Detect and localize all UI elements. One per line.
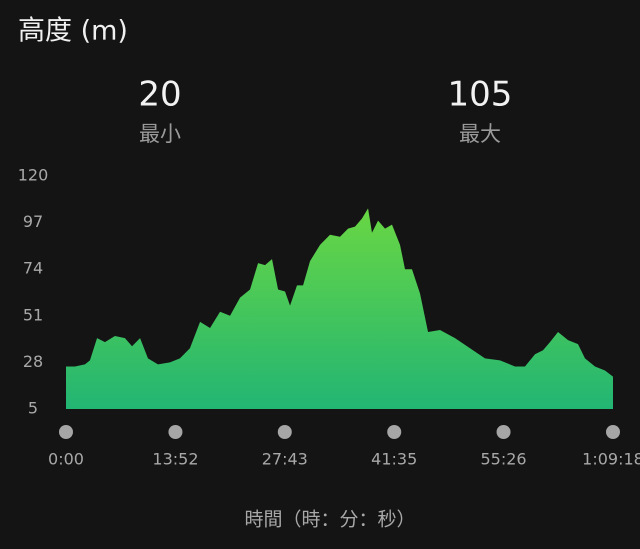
- x-tick-dot: [59, 425, 73, 439]
- max-value: 105: [448, 75, 513, 115]
- x-tick-label: 1:09:18: [582, 450, 640, 469]
- y-tick-label: 51: [23, 305, 43, 324]
- x-tick-label: 27:43: [262, 450, 308, 469]
- x-tick-label: 41:35: [371, 450, 417, 469]
- x-axis-label: 時間（時：分：秒）: [244, 509, 415, 531]
- x-tick-label: 55:26: [480, 450, 526, 469]
- x-tick-dot: [277, 425, 292, 439]
- x-tick-dot: [168, 425, 183, 439]
- y-tick-label: 74: [23, 259, 43, 278]
- x-tick-label: 0:00: [48, 450, 84, 469]
- elevation-area: [66, 208, 613, 409]
- min-label: 最小: [139, 122, 181, 146]
- chart-title: 高度 (m): [18, 16, 128, 47]
- y-tick-label: 97: [23, 212, 43, 231]
- y-tick-label: 5: [28, 399, 38, 418]
- y-tick-label: 28: [23, 352, 43, 371]
- x-tick-label: 13:52: [152, 450, 198, 469]
- min-value: 20: [138, 75, 181, 115]
- y-tick-label: 120: [18, 166, 49, 185]
- x-tick-dot: [606, 425, 620, 439]
- x-tick-dot: [387, 425, 402, 439]
- x-tick-dot: [496, 425, 511, 439]
- max-label: 最大: [459, 122, 501, 146]
